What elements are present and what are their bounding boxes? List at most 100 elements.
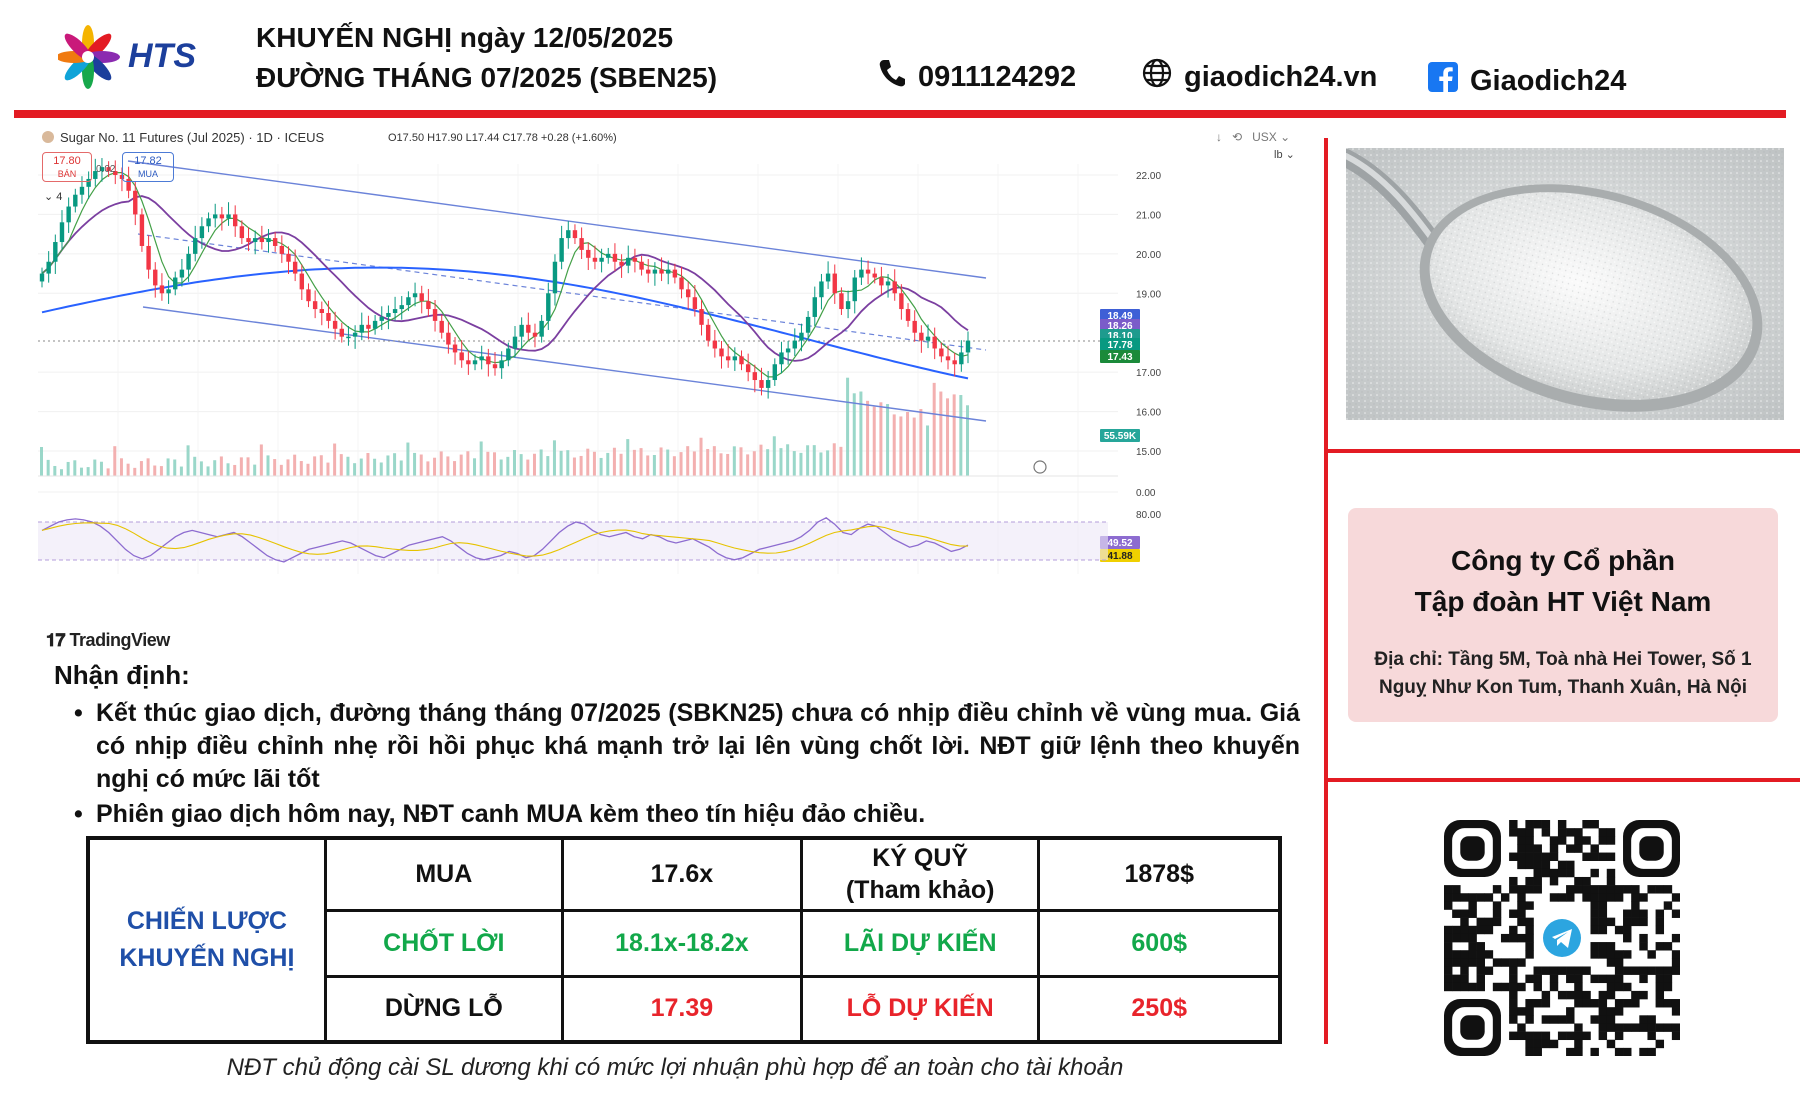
candle-body — [173, 277, 178, 290]
take-profit-value: 18.1x-18.2x — [560, 908, 803, 978]
volume-bar — [719, 453, 723, 476]
volume-bar — [173, 459, 177, 476]
volume-bar — [233, 464, 237, 476]
qr-module — [1460, 966, 1469, 975]
facebook-link[interactable]: Giaodich24 — [1428, 62, 1626, 100]
candle-body — [526, 324, 531, 333]
volume-bar — [566, 450, 570, 476]
symbol-title: Sugar No. 11 Futures (Jul 2025) · 1D · I… — [42, 130, 324, 145]
volume-bar — [699, 437, 703, 476]
qr-module — [1598, 901, 1608, 910]
qr-module — [1541, 1039, 1551, 1049]
qr-module — [1590, 852, 1599, 861]
volume-bar — [126, 463, 130, 476]
currency-select[interactable]: USX — [1252, 130, 1277, 144]
candle-body — [939, 348, 944, 357]
qr-module — [1525, 876, 1534, 886]
qr-module — [1525, 933, 1534, 943]
qr-module — [1492, 958, 1502, 967]
volume-bar — [592, 451, 596, 476]
price-label-text: 18.49 — [1107, 311, 1132, 322]
qr-module — [1460, 958, 1469, 967]
qr-module — [1533, 885, 1542, 894]
fullscreen-icon[interactable]: ⟲ — [1232, 130, 1243, 144]
candle-body — [512, 336, 518, 349]
qr-module — [1541, 852, 1551, 861]
bullet-dot: • — [74, 699, 83, 727]
volume-bar — [539, 449, 543, 476]
buy-price-button[interactable]: 17.82 MUA — [122, 152, 174, 182]
qr-module — [1468, 893, 1477, 902]
unit-select[interactable]: lb ⌄ — [1274, 149, 1295, 161]
qr-module — [1468, 925, 1477, 935]
volume-bar — [666, 449, 670, 476]
candle-body — [153, 269, 158, 286]
price-chart[interactable]: 22.00 21.00 20.00 19.00 17.00 16.00 15.00 0.00 1… — [38, 124, 1318, 664]
qr-module — [1444, 925, 1453, 935]
phone-contact[interactable]: 0911124292 — [878, 58, 1076, 96]
qr-module — [1509, 974, 1518, 984]
logo-text: HTS — [128, 37, 196, 75]
qr-module — [1476, 966, 1485, 975]
qr-module — [1582, 885, 1591, 894]
candle-body — [439, 320, 444, 333]
take-profit-label: CHỐT LỜI — [323, 908, 564, 978]
qr-module — [1566, 828, 1575, 837]
candle-body — [472, 360, 478, 365]
candle-body — [639, 261, 644, 270]
qr-module — [1606, 885, 1616, 894]
candle-body — [566, 230, 571, 239]
volume-bar — [799, 452, 803, 476]
candle-body — [599, 257, 604, 262]
qr-module — [1623, 950, 1632, 959]
qr-module — [1517, 844, 1526, 853]
qr-module — [1590, 885, 1599, 894]
candle-body — [359, 324, 364, 333]
volume-bar — [119, 458, 123, 476]
volume-bar — [706, 448, 710, 476]
qr-module — [1476, 917, 1485, 927]
volume-bar — [959, 395, 963, 476]
volume-bar — [479, 441, 483, 476]
download-icon[interactable]: ↓ — [1216, 130, 1222, 144]
volume-bar — [546, 456, 550, 476]
volume-bar — [686, 446, 690, 476]
candle-body — [346, 336, 351, 339]
qr-module — [1606, 1023, 1616, 1032]
qr-module — [1598, 925, 1608, 935]
volume-bar — [293, 454, 297, 476]
qr-module — [1517, 885, 1526, 894]
qr-module — [1623, 909, 1632, 918]
qr-module — [1639, 917, 1648, 927]
strategy-table: CHIẾN LƯỢC KHUYẾN NGHỊ MUA 17.6x KÝ QUỸ … — [86, 836, 1282, 1044]
qr-module — [1444, 950, 1453, 959]
qr-module — [1566, 1047, 1575, 1056]
qr-module — [1468, 933, 1477, 943]
qr-module — [1484, 950, 1494, 959]
volume-bar — [579, 455, 583, 476]
sell-price-button[interactable]: 17.80 BÁN — [42, 152, 92, 182]
qr-module — [1598, 893, 1608, 902]
chart-canvas[interactable]: 22.00 21.00 20.00 19.00 17.00 16.00 15.00 0.00 1… — [38, 124, 1318, 664]
qr-module — [1452, 893, 1461, 902]
qr-module — [1566, 868, 1575, 878]
qr-module — [1549, 876, 1559, 886]
qr-module — [1517, 893, 1526, 902]
strategy-label: CHIẾN LƯỢC KHUYẾN NGHỊ — [86, 836, 327, 1044]
qr-module — [1549, 1015, 1559, 1024]
volume-bar — [179, 466, 183, 476]
chart-controls[interactable]: ↓ ⟲ USX ⌄ — [1216, 130, 1291, 144]
volume-bar — [40, 447, 43, 476]
qr-code-icon[interactable] — [1444, 820, 1680, 1056]
website-link[interactable]: giaodich24.vn — [1142, 58, 1377, 96]
qr-module — [1525, 1007, 1534, 1016]
qr-module — [1549, 844, 1559, 853]
qr-module — [1484, 917, 1494, 927]
qr-module — [1452, 958, 1461, 967]
volume-bar — [366, 453, 370, 476]
indicator-toggle[interactable]: ⌄ 4 — [44, 191, 63, 203]
volume-bar — [652, 454, 656, 476]
price-label-text: 55.59K — [1104, 431, 1137, 442]
qr-module — [1517, 909, 1526, 918]
qr-module — [1590, 1047, 1599, 1056]
